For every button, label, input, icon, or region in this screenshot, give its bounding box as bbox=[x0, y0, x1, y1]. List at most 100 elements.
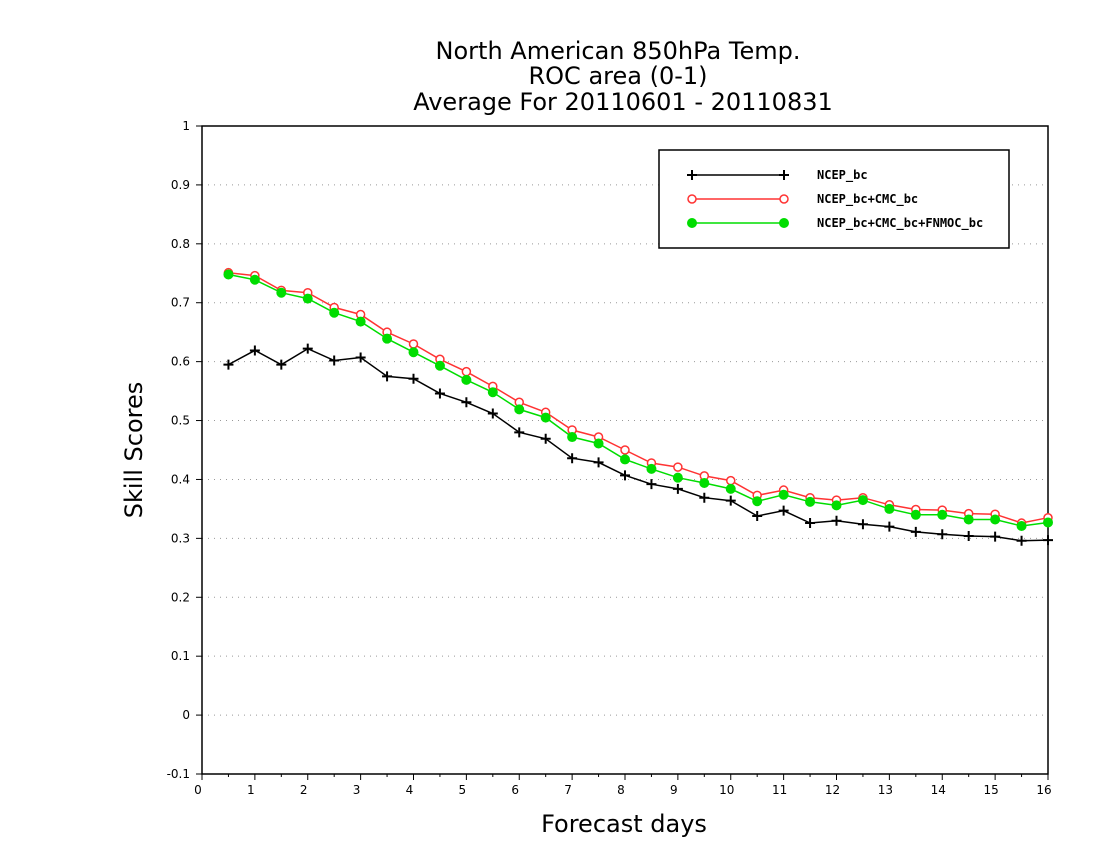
data-point bbox=[276, 359, 287, 370]
data-point bbox=[461, 397, 472, 408]
data-point bbox=[725, 495, 736, 506]
data-point bbox=[884, 521, 895, 532]
data-point bbox=[593, 457, 604, 468]
y-tick-label: 0.8 bbox=[171, 237, 190, 251]
data-point bbox=[329, 355, 340, 366]
data-point bbox=[540, 412, 551, 423]
data-point bbox=[937, 509, 948, 520]
series-1 bbox=[223, 267, 1053, 528]
data-point bbox=[1043, 517, 1053, 528]
data-point bbox=[831, 500, 842, 511]
y-tick-label: 0.2 bbox=[171, 590, 190, 604]
legend-entry-0: NCEP_bc bbox=[687, 168, 868, 183]
data-point bbox=[857, 495, 868, 506]
legend-marker bbox=[687, 218, 697, 228]
x-tick-label: 9 bbox=[670, 783, 678, 797]
series-line bbox=[228, 347, 1049, 542]
series-0 bbox=[223, 343, 1053, 546]
chart-title-line-1: North American 850hPa Temp. bbox=[436, 37, 801, 65]
x-tick-label: 4 bbox=[406, 783, 414, 797]
data-point bbox=[408, 339, 419, 349]
data-point bbox=[514, 404, 525, 415]
y-tick-label: 1 bbox=[182, 119, 190, 133]
legend-label: NCEP_bc bbox=[817, 168, 868, 183]
data-point bbox=[699, 492, 710, 503]
data-point bbox=[434, 388, 445, 399]
data-point bbox=[805, 496, 816, 507]
series-2 bbox=[223, 269, 1053, 531]
legend-entry-2: NCEP_bc+CMC_bc+FNMOC_bc bbox=[687, 216, 983, 231]
data-point bbox=[620, 470, 630, 481]
data-point bbox=[778, 505, 789, 516]
data-point bbox=[990, 514, 1001, 525]
x-tick-label: 16 bbox=[1036, 783, 1051, 797]
data-point bbox=[646, 463, 657, 474]
legend-marker bbox=[687, 194, 697, 204]
data-point bbox=[461, 374, 472, 385]
data-point bbox=[329, 307, 340, 318]
data-point bbox=[223, 269, 234, 280]
data-point bbox=[276, 287, 287, 298]
x-tick-label: 1 bbox=[247, 783, 255, 797]
legend-entry-1: NCEP_bc+CMC_bc bbox=[687, 192, 918, 207]
x-tick-label: 8 bbox=[617, 783, 625, 797]
legend-label: NCEP_bc+CMC_bc+FNMOC_bc bbox=[817, 216, 983, 231]
data-point bbox=[620, 445, 630, 455]
data-point bbox=[778, 489, 789, 500]
x-tick-label: 13 bbox=[878, 783, 893, 797]
x-tick-label: 12 bbox=[825, 783, 840, 797]
data-point bbox=[752, 496, 763, 507]
data-point bbox=[355, 352, 366, 363]
data-point bbox=[408, 347, 419, 358]
y-tick-label: 0.9 bbox=[171, 178, 190, 192]
x-tick-label: 0 bbox=[194, 783, 202, 797]
legend-label: NCEP_bc+CMC_bc bbox=[817, 192, 918, 207]
data-point bbox=[673, 462, 683, 472]
x-tick-label: 2 bbox=[300, 783, 308, 797]
data-point bbox=[990, 531, 1001, 542]
data-point bbox=[514, 427, 525, 438]
data-point bbox=[620, 454, 630, 465]
data-point bbox=[355, 316, 366, 327]
y-tick-label: 0.6 bbox=[171, 355, 190, 369]
y-axis-title: Skill Scores bbox=[120, 382, 148, 519]
chart-title-line-3: Average For 20110601 - 20110831 bbox=[413, 88, 833, 116]
data-point bbox=[461, 366, 472, 377]
series-line bbox=[228, 271, 1049, 524]
y-tick-label: 0.5 bbox=[171, 414, 190, 428]
data-point bbox=[487, 408, 498, 419]
data-point bbox=[567, 432, 578, 443]
legend-marker bbox=[687, 170, 697, 180]
data-point bbox=[910, 526, 921, 537]
data-point bbox=[249, 274, 260, 285]
y-tick-label: 0.4 bbox=[171, 472, 190, 486]
data-point bbox=[646, 479, 657, 490]
data-point bbox=[593, 438, 604, 449]
data-point bbox=[408, 373, 419, 384]
x-tick-label: 11 bbox=[772, 783, 787, 797]
x-tick-label: 10 bbox=[719, 783, 734, 797]
data-point bbox=[302, 293, 313, 304]
x-tick-label: 7 bbox=[564, 783, 572, 797]
data-point bbox=[857, 519, 868, 530]
chart-title-line-2: ROC area (0-1) bbox=[528, 62, 707, 90]
data-point bbox=[805, 518, 816, 529]
data-point bbox=[1016, 520, 1027, 531]
data-point bbox=[910, 509, 921, 520]
y-tick-label: 0.7 bbox=[171, 296, 190, 310]
x-axis-title: Forecast days bbox=[541, 810, 707, 838]
y-tick-label: 0.1 bbox=[171, 649, 190, 663]
x-tick-label: 14 bbox=[931, 783, 946, 797]
data-point bbox=[884, 503, 895, 514]
data-point bbox=[672, 483, 683, 494]
data-point bbox=[434, 360, 445, 371]
data-point bbox=[831, 515, 842, 526]
data-point bbox=[937, 529, 948, 540]
data-point bbox=[487, 387, 498, 398]
y-tick-label: 0 bbox=[182, 708, 190, 722]
data-point bbox=[1016, 535, 1027, 546]
data-point bbox=[726, 475, 736, 486]
x-tick-label: 6 bbox=[511, 783, 519, 797]
data-point bbox=[382, 333, 393, 344]
data-point bbox=[752, 510, 763, 521]
